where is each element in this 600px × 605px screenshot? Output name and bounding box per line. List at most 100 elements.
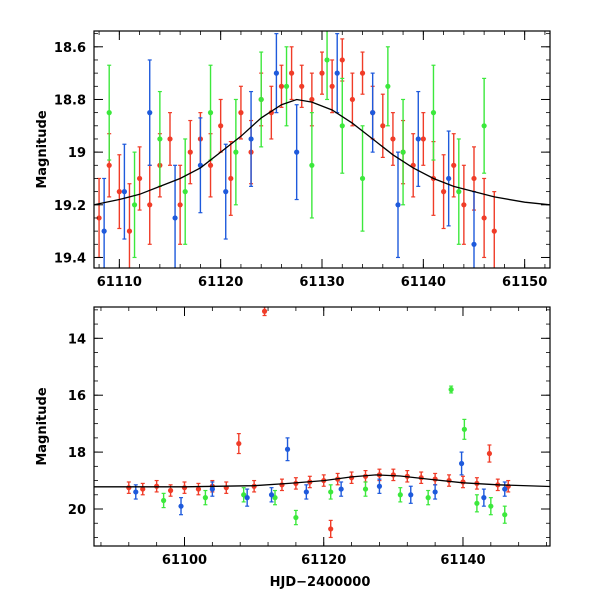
data-point-green [481,77,487,174]
series-green [161,385,508,526]
data-point-green [328,484,334,500]
top-panel: 61110 61120 61130 61140 61150 18.6 18.8 19 19.2 1… [35,30,551,290]
data-marker [241,492,247,498]
data-marker [248,136,254,142]
data-point-red [268,85,274,140]
data-marker [258,96,264,103]
data-point-green [456,138,462,245]
data-point-blue [244,488,250,507]
data-marker [268,492,275,498]
data-marker [106,110,112,116]
data-point-blue [471,191,477,268]
data-marker [101,228,107,234]
x-tick-label: 61140 [401,275,446,290]
data-marker [359,70,366,76]
data-point-red [218,98,224,153]
data-point-red [126,481,132,494]
model-curve [94,98,550,206]
x-tick-label: 61140 [440,553,485,568]
data-marker [133,489,139,495]
data-point-red [461,164,467,245]
data-marker [420,136,426,142]
y-axis-label: Magnitude [35,387,50,466]
data-marker [178,503,184,509]
data-marker [209,486,215,492]
data-marker [370,110,376,116]
data-marker [236,440,242,447]
data-layer [96,31,497,268]
y-tick-label: 18.6 [54,41,86,56]
x-tick-label: 61110 [97,275,142,290]
data-point-red [140,482,146,496]
y-tick-label: 19.2 [54,199,86,214]
series-green [106,31,487,259]
data-marker [328,526,334,532]
data-marker [446,175,452,182]
data-point-red [236,433,242,455]
data-point-green [461,418,467,440]
data-marker [233,149,239,155]
data-marker [380,123,386,129]
data-marker [167,136,173,142]
data-marker [461,426,467,432]
data-marker [272,495,278,501]
data-point-blue [268,487,275,503]
data-point-red [329,59,335,114]
data-point-red [278,64,285,108]
data-marker [278,83,285,89]
data-point-blue [502,481,508,497]
data-point-green [207,64,214,161]
data-marker [121,189,127,195]
data-point-green [397,487,403,503]
data-marker [126,485,132,491]
data-marker [116,189,122,195]
data-point-red [349,72,355,127]
data-point-blue [334,33,340,114]
data-marker [385,83,391,89]
data-marker [397,492,403,498]
data-marker [147,110,153,116]
bottom-panel: 61100 61120 61140 14 16 18 20 Magnitude [35,306,551,568]
data-point-blue [376,478,383,494]
data-point-green [425,489,431,506]
data-marker [126,228,133,234]
data-marker [238,110,244,116]
data-marker [147,202,153,208]
data-point-green [182,138,188,245]
data-point-red [147,164,153,245]
data-marker [283,83,290,89]
data-point-blue [248,90,254,187]
data-point-green [448,385,454,394]
data-point-red [410,133,416,198]
data-marker [339,57,345,63]
data-marker [294,149,300,155]
series-blue [133,437,508,516]
data-point-green [430,64,437,161]
data-marker [172,215,178,221]
data-marker [228,175,234,182]
data-marker [182,189,188,195]
y-tick-label: 19 [68,146,86,161]
data-point-green [258,51,264,148]
data-point-red [126,183,133,268]
data-marker [167,487,174,494]
data-marker [131,202,138,208]
data-marker [207,110,214,116]
x-tick-label: 61100 [162,553,207,568]
data-point-green [106,64,112,161]
data-marker [279,482,285,488]
data-point-blue [432,484,438,500]
data-marker [181,485,188,491]
data-marker [284,446,291,452]
data-marker [96,215,102,221]
data-point-red [251,479,257,493]
data-point-red [486,444,493,463]
data-point-green [131,151,138,259]
data-point-red [261,307,268,317]
data-point-red [481,177,487,259]
data-point-green [309,112,315,219]
data-marker [425,495,431,501]
data-point-blue [481,488,487,507]
